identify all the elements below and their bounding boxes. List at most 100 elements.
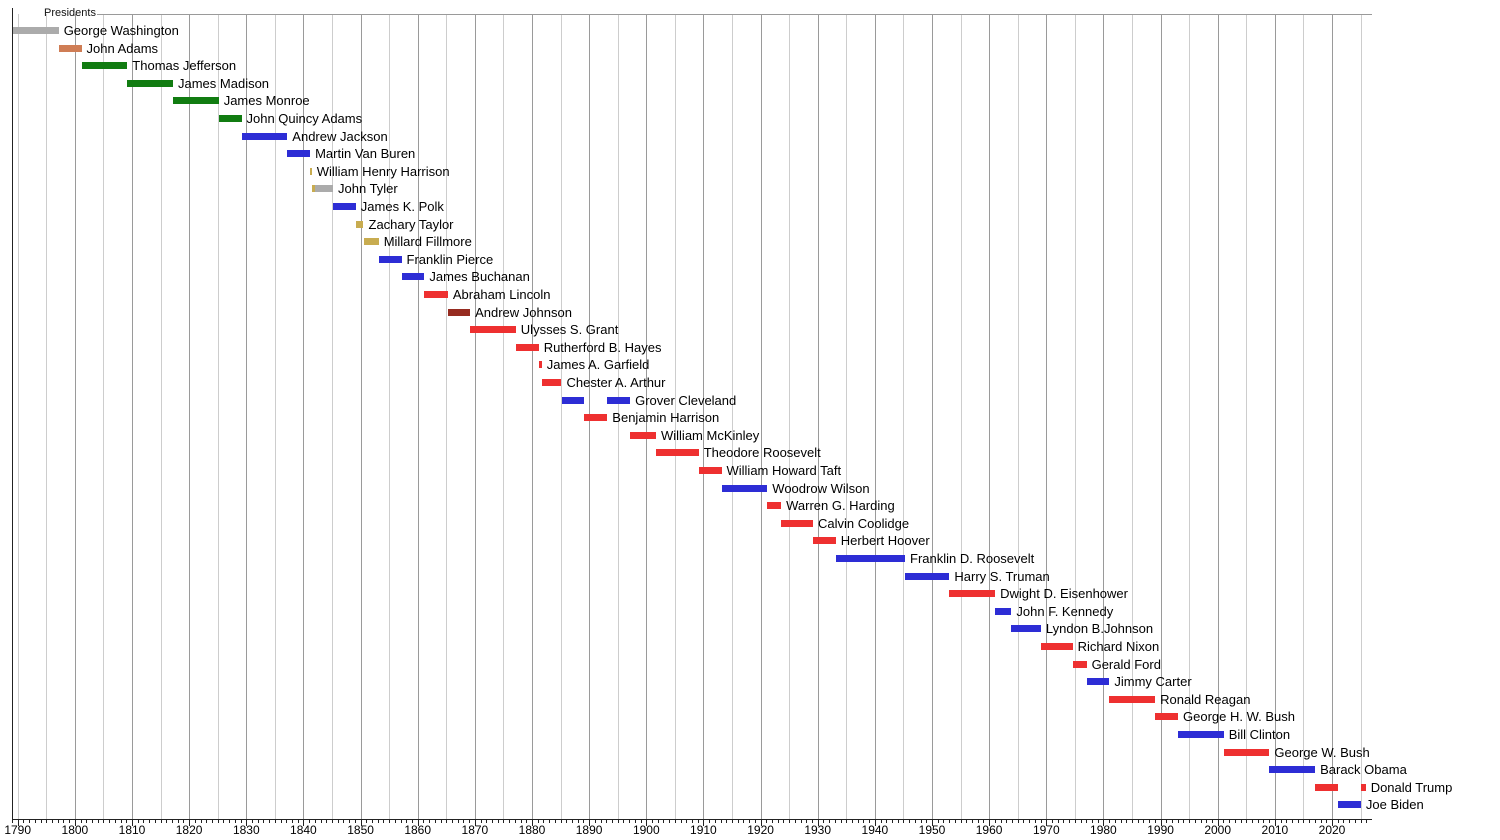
term-bar: [949, 590, 996, 598]
axis-tick: [1029, 820, 1031, 823]
president-name-label: Millard Fillmore: [383, 234, 472, 250]
grid-line: [617, 14, 619, 819]
axis-tick: [634, 820, 636, 823]
grid-line: [874, 14, 876, 819]
president-name-label: James A. Garfield: [546, 357, 650, 373]
axis-tick: [354, 820, 356, 823]
axis-tick: [629, 820, 631, 823]
term-bar: [515, 343, 539, 351]
axis-tick-label: 1850: [347, 823, 374, 837]
axis-tick: [452, 820, 453, 823]
term-bar: [12, 27, 59, 34]
president-name-label: Thomas Jefferson: [132, 58, 237, 74]
axis-tick: [703, 820, 705, 826]
grid-line: [1046, 14, 1048, 819]
grid-line: [1160, 14, 1162, 819]
president-name-label: Harry S. Truman: [954, 568, 1050, 584]
axis-tick: [714, 820, 716, 823]
axis-tick: [1000, 820, 1002, 823]
axis-tick: [80, 820, 82, 823]
grid-line: [332, 14, 333, 819]
grid-line: [160, 14, 162, 819]
term-bar: [58, 44, 82, 52]
axis-tick: [234, 820, 236, 823]
axis-tick: [560, 820, 562, 823]
grid-line: [903, 14, 905, 819]
axis-tick-label: 2020: [1318, 823, 1346, 837]
axis-tick: [1114, 820, 1116, 823]
axis-tick: [400, 820, 402, 823]
axis-tick: [543, 820, 545, 823]
axis-tick: [1017, 820, 1019, 823]
axis-tick: [109, 820, 111, 823]
term-bar: [1178, 731, 1224, 738]
axis-tick: [697, 820, 699, 823]
axis-tick: [149, 820, 151, 823]
term-bar: [721, 484, 768, 492]
axis-tick: [583, 820, 585, 823]
axis-tick: [886, 820, 888, 823]
axis-tick: [1034, 820, 1036, 823]
axis-tick: [1137, 820, 1139, 823]
axis-tick: [314, 820, 316, 823]
term-bar: [1155, 713, 1178, 721]
axis-tick-label: 1890: [575, 823, 603, 837]
axis-tick: [57, 820, 59, 823]
president-name-label: Ronald Reagan: [1160, 691, 1251, 707]
grid-line: [760, 14, 762, 819]
president-name-label: Benjamin Harrison: [612, 410, 720, 426]
axis-tick: [497, 820, 499, 823]
axis-tick: [1006, 820, 1008, 823]
term-bar: [424, 291, 448, 298]
axis-tick: [617, 820, 619, 823]
axis-tick-label: 1790: [4, 823, 32, 837]
axis-tick: [1366, 820, 1368, 823]
axis-tick: [949, 820, 951, 823]
axis-tick: [1194, 820, 1196, 823]
axis-tick: [526, 820, 528, 823]
president-name-label: John Tyler: [338, 181, 398, 197]
axis-tick: [1212, 820, 1213, 823]
president-name-label: Zachary Taylor: [368, 216, 454, 232]
axis-tick: [760, 820, 762, 826]
axis-tick: [577, 820, 579, 823]
axis-tick: [1349, 820, 1351, 823]
grid-line: [674, 14, 676, 819]
grid-line: [817, 14, 819, 819]
term-bar: [813, 537, 836, 545]
grid-line: [446, 14, 448, 819]
axis-tick: [137, 820, 139, 823]
term-bar: [995, 607, 1012, 615]
grid-line: [703, 14, 705, 819]
axis-tick: [589, 820, 591, 826]
axis-tick: [360, 820, 362, 826]
term-bar: [315, 185, 333, 193]
axis-tick: [446, 820, 448, 823]
axis-tick: [166, 820, 168, 823]
axis-tick: [1326, 820, 1328, 823]
grid-line: [74, 14, 76, 819]
axis-tick: [1126, 820, 1128, 823]
axis-tick: [337, 820, 339, 823]
axis-tick: [86, 820, 88, 823]
axis-tick: [200, 820, 202, 823]
president-name-label: Calvin Coolidge: [818, 515, 910, 531]
axis-tick-label: 1800: [61, 823, 89, 837]
axis-tick: [937, 820, 939, 823]
term-bar: [470, 326, 516, 334]
axis-tick: [846, 820, 848, 823]
axis-tick: [263, 820, 265, 823]
axis-tick: [423, 820, 425, 823]
grid-line: [217, 14, 219, 819]
axis-tick: [126, 820, 128, 823]
axis-tick: [394, 820, 396, 823]
axis-tick: [514, 820, 516, 823]
axis-tick: [1012, 820, 1013, 823]
axis-tick: [1343, 820, 1345, 823]
grid-line: [417, 14, 419, 819]
axis-tick-label: 1970: [1032, 823, 1060, 837]
x-axis-line: [12, 819, 1372, 820]
axis-tick: [412, 820, 413, 823]
axis-tick: [960, 820, 962, 823]
term-bar: [378, 255, 402, 263]
